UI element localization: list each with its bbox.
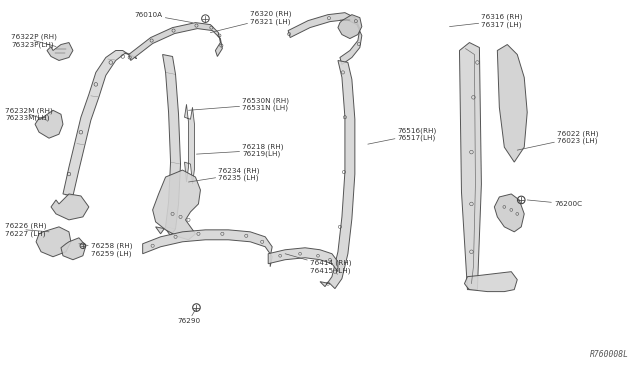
Polygon shape bbox=[497, 45, 527, 162]
Text: 76218 (RH)
76219(LH): 76218 (RH) 76219(LH) bbox=[196, 143, 284, 157]
Text: R760008L: R760008L bbox=[590, 350, 629, 359]
Text: 76516(RH)
76517(LH): 76516(RH) 76517(LH) bbox=[368, 127, 437, 144]
Text: 76322P (RH)
76323P(LH): 76322P (RH) 76323P(LH) bbox=[11, 33, 57, 48]
Text: 76414 (RH)
76415 (LH): 76414 (RH) 76415 (LH) bbox=[285, 254, 351, 274]
Text: 76022 (RH)
76023 (LH): 76022 (RH) 76023 (LH) bbox=[517, 130, 598, 150]
Text: 76226 (RH)
76227 (LH): 76226 (RH) 76227 (LH) bbox=[5, 223, 49, 237]
Polygon shape bbox=[129, 23, 222, 61]
Polygon shape bbox=[184, 104, 195, 184]
Text: 76258 (RH)
76259 (LH): 76258 (RH) 76259 (LH) bbox=[79, 243, 132, 257]
Polygon shape bbox=[61, 238, 86, 260]
Text: 76320 (RH)
76321 (LH): 76320 (RH) 76321 (LH) bbox=[211, 11, 292, 33]
Polygon shape bbox=[494, 194, 524, 232]
Text: 76200C: 76200C bbox=[527, 200, 582, 207]
Polygon shape bbox=[51, 194, 89, 220]
Polygon shape bbox=[152, 170, 200, 240]
Polygon shape bbox=[460, 42, 481, 290]
Polygon shape bbox=[338, 15, 362, 39]
Polygon shape bbox=[156, 54, 180, 236]
Polygon shape bbox=[465, 272, 517, 292]
Text: 76010A: 76010A bbox=[134, 12, 193, 23]
Polygon shape bbox=[320, 61, 355, 289]
Polygon shape bbox=[35, 110, 63, 138]
Text: 76530N (RH)
76531N (LH): 76530N (RH) 76531N (LH) bbox=[189, 97, 289, 111]
Text: 76316 (RH)
76317 (LH): 76316 (RH) 76317 (LH) bbox=[449, 14, 523, 28]
Text: 76290: 76290 bbox=[177, 310, 200, 324]
Polygon shape bbox=[63, 51, 137, 196]
Polygon shape bbox=[36, 227, 71, 257]
Polygon shape bbox=[47, 42, 73, 61]
Text: 76234 (RH)
76235 (LH): 76234 (RH) 76235 (LH) bbox=[189, 167, 260, 182]
Polygon shape bbox=[288, 13, 362, 64]
Polygon shape bbox=[143, 230, 272, 267]
Polygon shape bbox=[268, 248, 338, 272]
Text: 76232M (RH)
76233M(LH): 76232M (RH) 76233M(LH) bbox=[5, 107, 53, 121]
